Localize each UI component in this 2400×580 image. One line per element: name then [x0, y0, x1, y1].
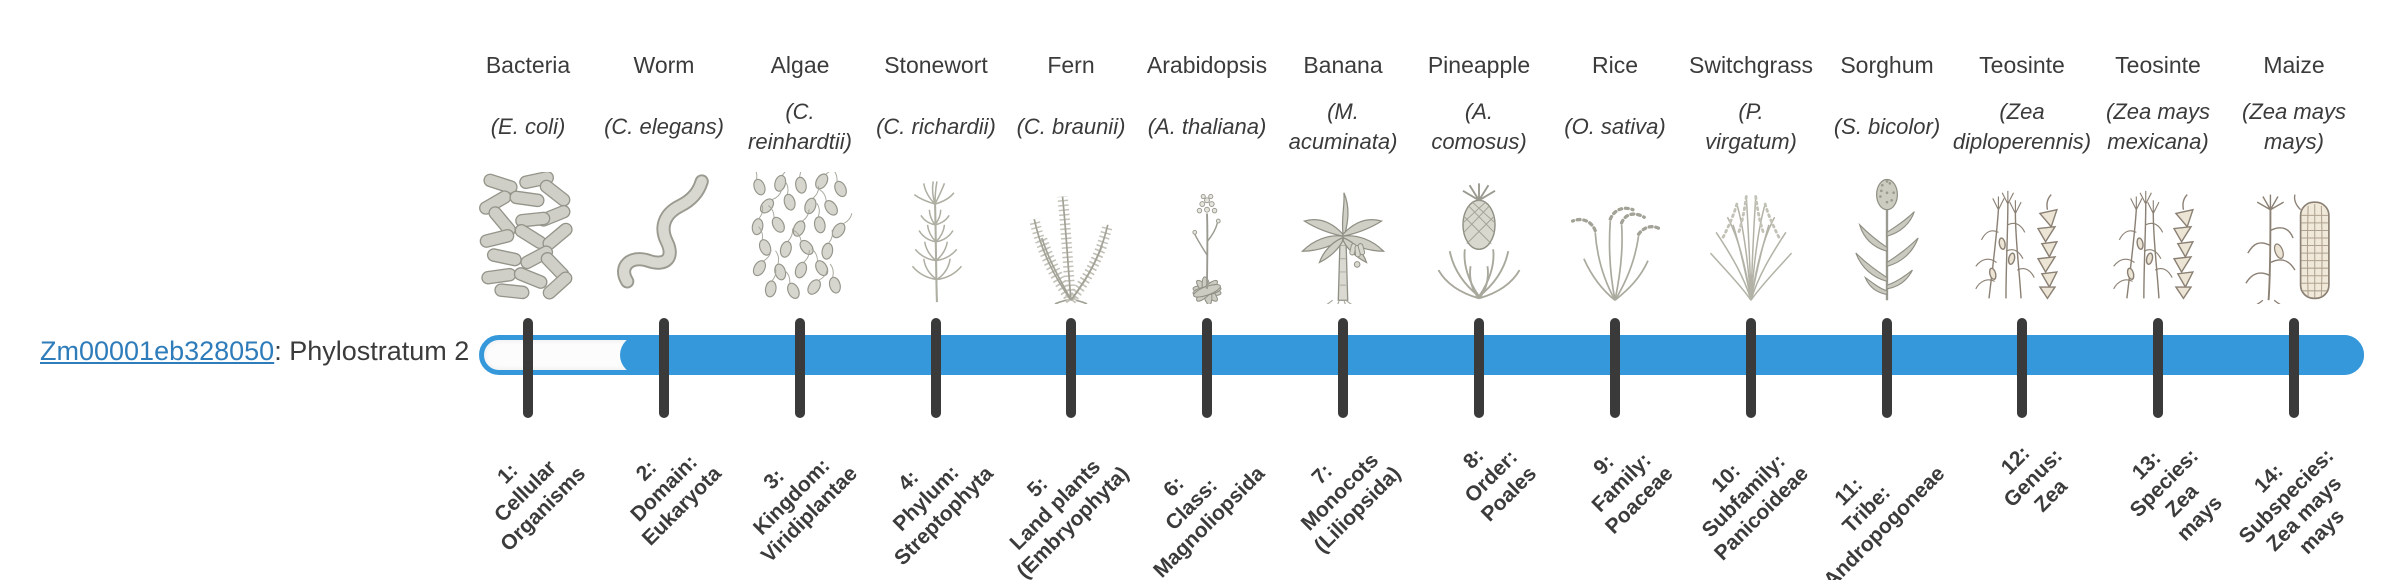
organism-name: Teosinte [1979, 52, 2065, 78]
scientific-name: (A. thaliana) [1147, 114, 1267, 139]
tick-mark [2017, 318, 2027, 418]
organism-name: Rice [1591, 52, 1638, 78]
stratum-label: 5: Land plants (Embryophyta) [1005, 455, 1134, 580]
scientific-name: (S. bicolor) [1833, 114, 1941, 139]
stratum-label: 9: Family: Poaceae [1587, 448, 1678, 539]
scientific-name: (C. braunii) [1016, 114, 1126, 139]
tick-mark [1338, 318, 1348, 418]
timeline-bar-fill [620, 335, 2364, 375]
stratum-label: 4: Phylum: Streptophyta [889, 460, 999, 570]
stonewort-icon [875, 168, 997, 304]
organism-name: Arabidopsis [1146, 52, 1268, 78]
maize-icon [2233, 168, 2355, 304]
tick-mark [1746, 318, 1756, 418]
organism-name: Stonewort [884, 52, 988, 78]
gene-label: Zm00001eb328050: Phylostratum 2 [40, 336, 469, 367]
algae-icon [739, 168, 861, 304]
scientific-name: (Zea diploperennis) [1952, 99, 2092, 154]
stratum-label: 11: Tribe: Andropogoneae [1819, 462, 1950, 580]
stratum-label: 2: Domain: Eukaryota [626, 450, 727, 551]
tick-mark [1202, 318, 1212, 418]
bacteria-icon [467, 168, 589, 304]
tick-mark [931, 318, 941, 418]
tick-mark [1610, 318, 1620, 418]
organism-name: Pineapple [1427, 52, 1531, 78]
organism-name: Maize [2263, 52, 2325, 78]
organism-name: Algae [770, 52, 830, 78]
scientific-name: (E. coli) [490, 114, 566, 139]
teosinte-diplo-icon [1961, 168, 2083, 304]
gene-link[interactable]: Zm00001eb328050 [40, 336, 275, 366]
scientific-name: (Zea mays mexicana) [2106, 99, 2210, 154]
stratum-label: 12: Genus: Zea [1996, 441, 2072, 517]
pineapple-icon [1418, 168, 1540, 304]
organism-name: Sorghum [1840, 52, 1934, 78]
stratum-label: 6: Class: Magnoliopsida [1149, 462, 1270, 580]
tick-mark [1474, 318, 1484, 418]
tick-mark [2153, 318, 2163, 418]
scientific-name: (C. elegans) [604, 114, 724, 139]
tick-mark [795, 318, 805, 418]
scientific-name: (C. richardii) [876, 114, 996, 139]
switchgrass-icon [1690, 168, 1812, 304]
stratum-label: 7: Monocots (Liliopsida) [1296, 448, 1406, 558]
gene-phylostratum-text: : Phylostratum 2 [274, 336, 470, 366]
scientific-name: (A. comosus) [1431, 99, 1527, 154]
organism-name: Teosinte [2115, 52, 2201, 78]
organism-name: Bacteria [485, 52, 571, 78]
rice-icon [1554, 168, 1676, 304]
scientific-name: (C. reinhardtii) [748, 99, 852, 154]
stratum-label: 8: Order: Poales [1459, 444, 1542, 527]
stratum-label: 14: Subspecies: Zea mays mays [2234, 444, 2350, 559]
stratum-label: 3: Kingdom: Viridiplantae [749, 454, 863, 568]
worm-icon [603, 168, 725, 304]
arabidopsis-icon [1146, 168, 1268, 304]
organism-name: Banana [1303, 52, 1383, 78]
teosinte-mex-icon [2097, 168, 2219, 304]
stratum-label: 13: Species: Zea mays [2125, 444, 2227, 546]
tick-mark [2289, 318, 2299, 418]
tick-mark [1066, 318, 1076, 418]
sorghum-icon [1826, 168, 1948, 304]
organism-name: Worm [633, 52, 695, 78]
tick-mark [659, 318, 669, 418]
stratum-label: 1: Cellular Organisms [490, 455, 591, 556]
scientific-name: (P. virgatum) [1705, 99, 1797, 154]
scientific-name: (O. sativa) [1564, 114, 1666, 139]
tick-mark [1882, 318, 1892, 418]
scientific-name: (M. acuminata) [1288, 99, 1398, 154]
scientific-name: (Zea mays mays) [2242, 99, 2346, 154]
tick-mark [523, 318, 533, 418]
banana-icon [1282, 168, 1404, 304]
organism-name: Fern [1047, 52, 1095, 78]
fern-icon [1010, 168, 1132, 304]
organism-name: Switchgrass [1689, 52, 1813, 78]
